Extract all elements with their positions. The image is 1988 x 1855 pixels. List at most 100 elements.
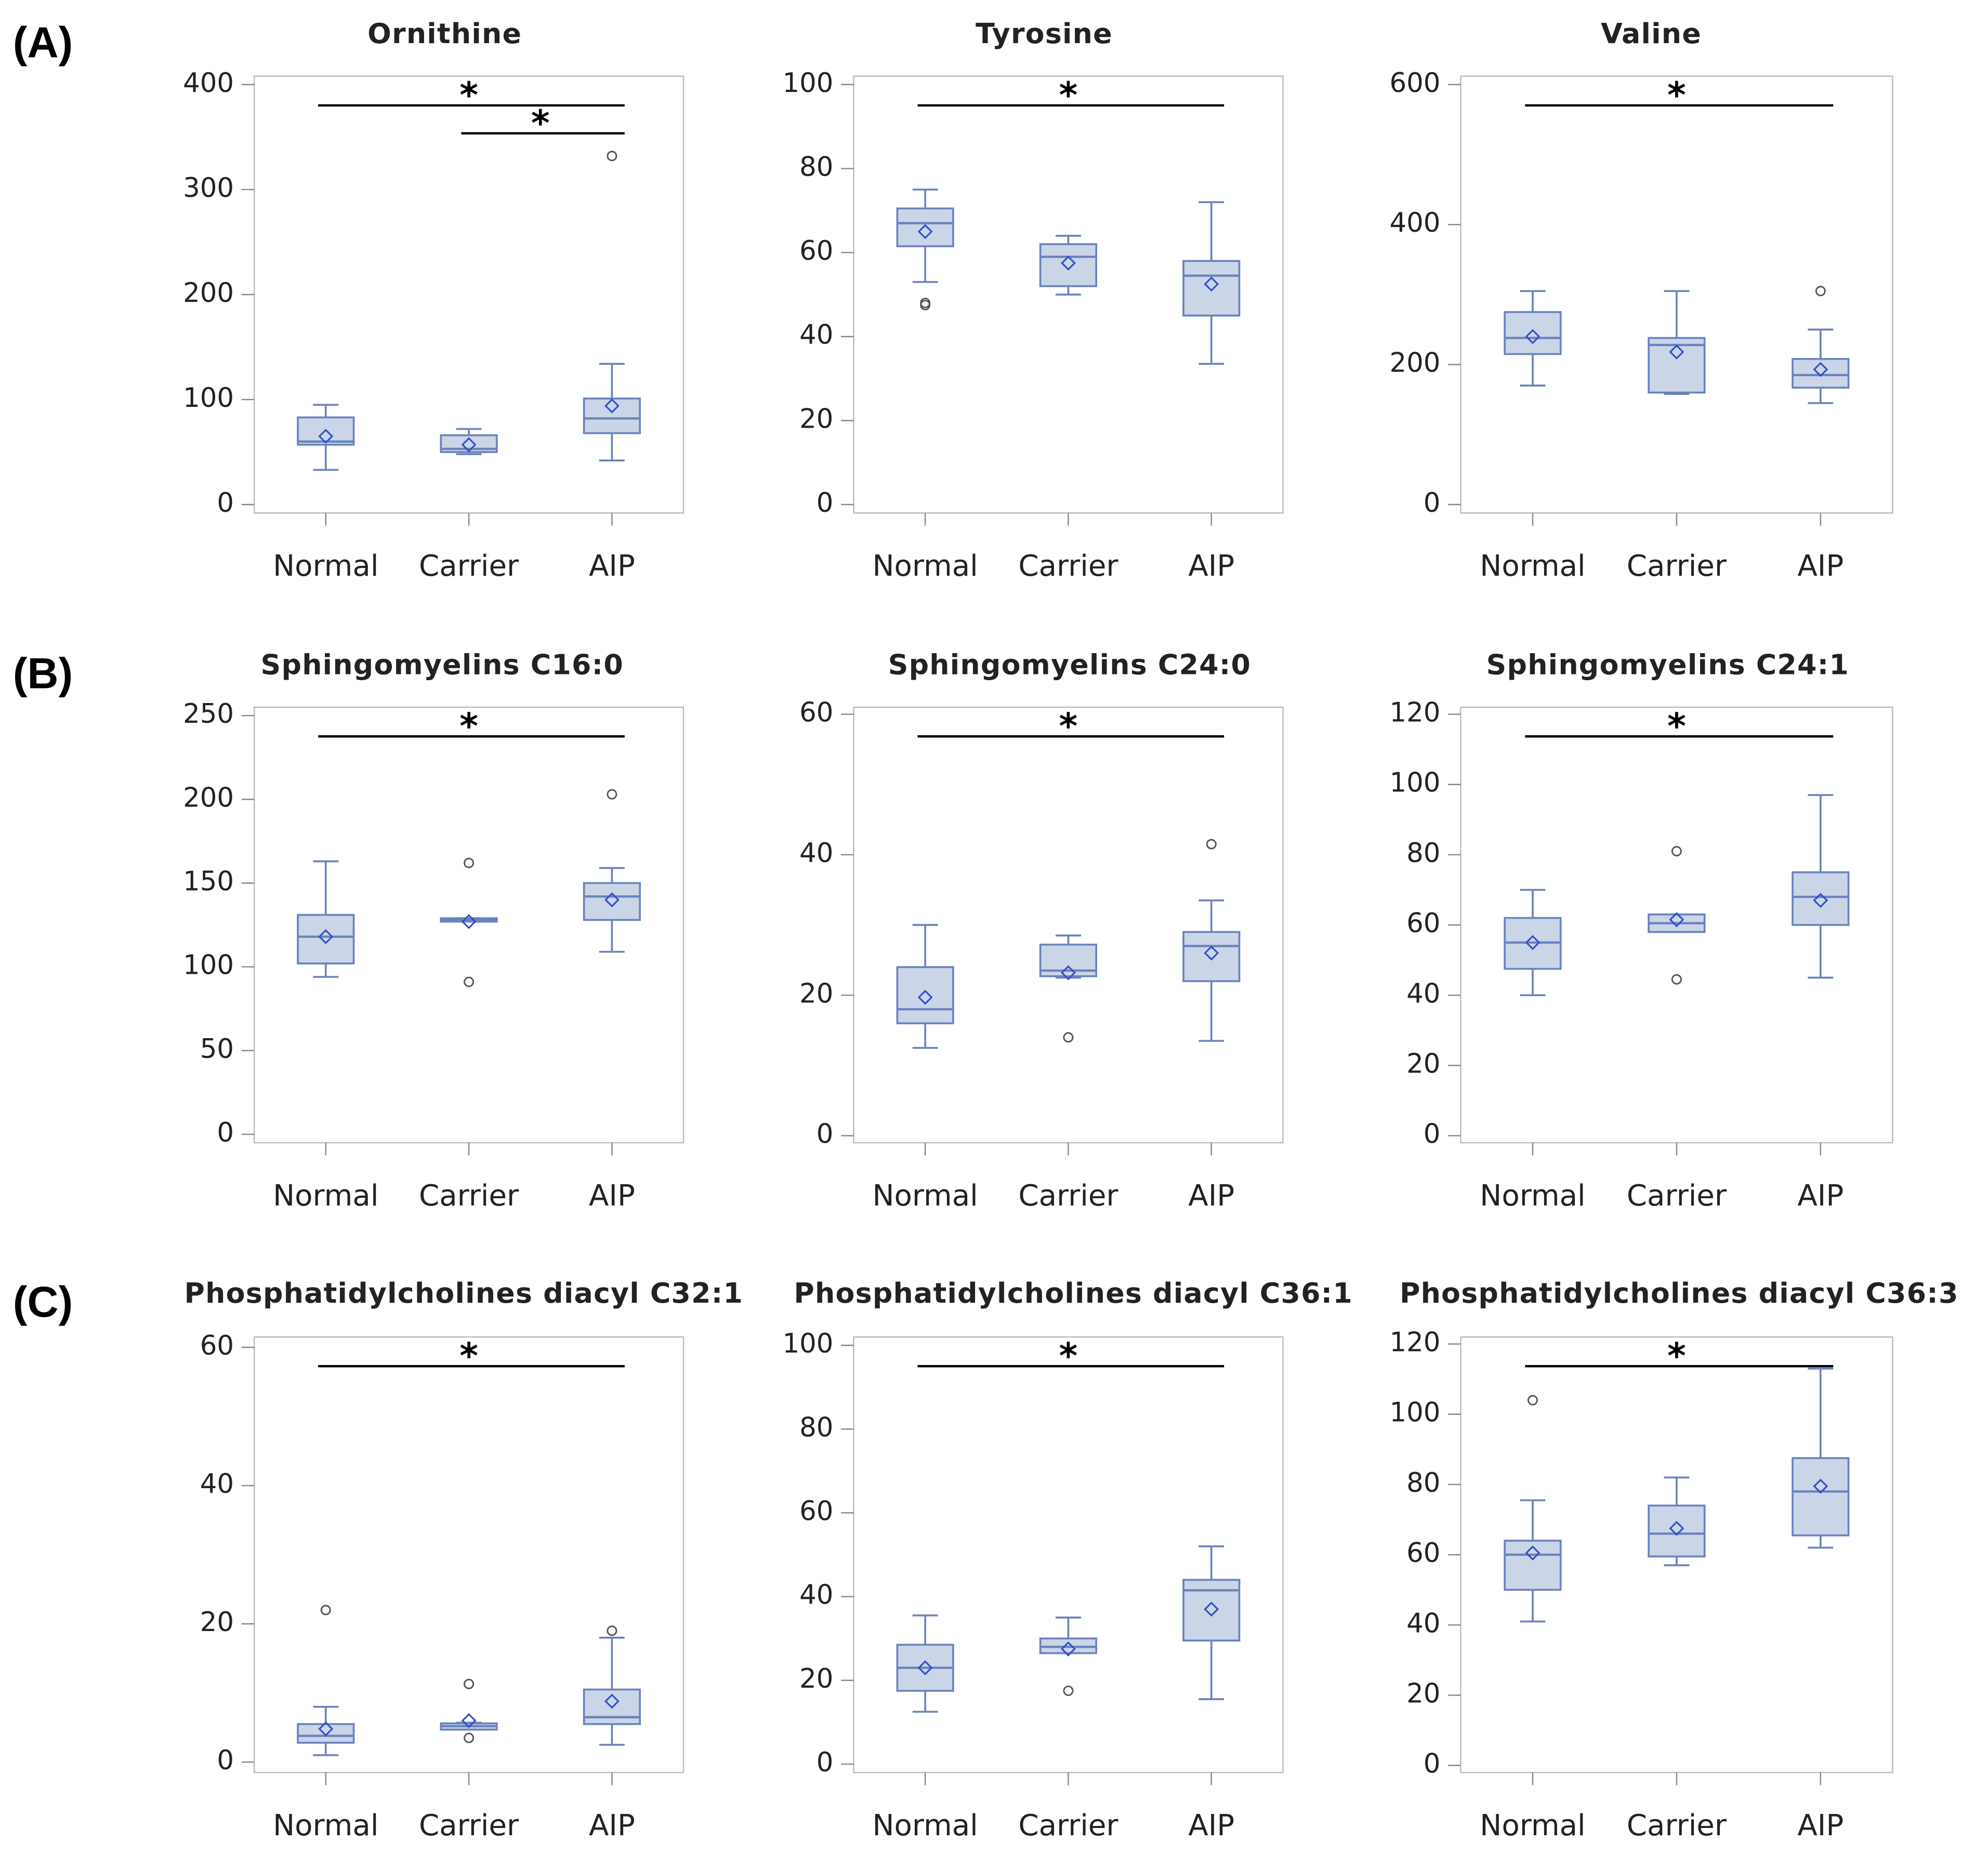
y-tick-label: 600 bbox=[1389, 68, 1440, 99]
significance-label: * bbox=[1059, 75, 1078, 116]
mean-marker bbox=[1204, 276, 1219, 292]
y-tick-label: 40 bbox=[799, 1580, 833, 1611]
x-tick-label: AIP bbox=[1797, 1179, 1844, 1213]
mean-marker bbox=[604, 1693, 620, 1709]
outlier bbox=[920, 298, 931, 309]
x-tick-label: AIP bbox=[1188, 549, 1234, 583]
x-tick-label: Carrier bbox=[1627, 1179, 1727, 1213]
x-tick-label: Carrier bbox=[1627, 1809, 1727, 1843]
x-tick-label: Normal bbox=[872, 1809, 978, 1843]
mean-marker bbox=[917, 989, 933, 1005]
significance-label: * bbox=[1059, 1336, 1078, 1377]
x-tick-label: Normal bbox=[872, 549, 978, 583]
y-tick-label: 40 bbox=[200, 1468, 234, 1500]
y-tick-label: 250 bbox=[183, 698, 234, 730]
y-tick-label: 60 bbox=[799, 1496, 833, 1527]
outlier bbox=[1671, 846, 1682, 857]
box bbox=[1182, 931, 1241, 983]
y-tick-label: 400 bbox=[1389, 207, 1440, 239]
box bbox=[297, 1723, 355, 1744]
x-tick-label: AIP bbox=[1797, 549, 1844, 583]
y-tick-label: 0 bbox=[817, 1119, 834, 1150]
mean-marker bbox=[461, 437, 477, 453]
box bbox=[1182, 1579, 1241, 1642]
x-tick-label: Normal bbox=[1480, 1179, 1585, 1213]
y-tick-label: 0 bbox=[217, 1745, 234, 1776]
y-tick-label: 200 bbox=[183, 277, 234, 309]
y-tick-label: 80 bbox=[799, 151, 833, 182]
y-tick-label: 120 bbox=[1389, 697, 1440, 728]
outlier bbox=[607, 1625, 617, 1636]
outlier bbox=[464, 1732, 475, 1743]
mean-marker bbox=[1204, 1601, 1219, 1617]
outlier bbox=[1815, 286, 1826, 297]
mean-marker bbox=[917, 1660, 933, 1676]
mean-marker bbox=[1525, 1545, 1541, 1561]
box bbox=[1504, 311, 1562, 355]
chart-title: Tyrosine bbox=[976, 17, 1113, 50]
chart-title: Sphingomyelins C24:1 bbox=[1486, 648, 1849, 681]
y-tick-label: 0 bbox=[1424, 1748, 1441, 1780]
significance-label: * bbox=[459, 1336, 478, 1377]
y-tick-label: 60 bbox=[1406, 908, 1440, 939]
significance-label: * bbox=[531, 103, 550, 144]
significance-label: * bbox=[1059, 706, 1078, 747]
mean-marker bbox=[1813, 893, 1828, 908]
box bbox=[297, 913, 355, 965]
mean-marker bbox=[1813, 362, 1828, 377]
significance-label: * bbox=[459, 75, 478, 116]
x-tick-label: Normal bbox=[273, 1179, 378, 1213]
y-tick-label: 20 bbox=[1406, 1048, 1440, 1079]
y-tick-label: 0 bbox=[817, 1747, 834, 1778]
outlier bbox=[1063, 1686, 1074, 1697]
x-tick-label: AIP bbox=[1188, 1809, 1234, 1843]
y-tick-label: 80 bbox=[1406, 1467, 1440, 1499]
outlier bbox=[607, 151, 617, 162]
x-tick-label: Normal bbox=[872, 1179, 978, 1213]
plot-frame bbox=[853, 1336, 1284, 1773]
outlier bbox=[1527, 1395, 1538, 1406]
chart-title: Ornithine bbox=[367, 17, 522, 50]
y-tick-label: 0 bbox=[217, 1117, 234, 1148]
mean-marker bbox=[318, 929, 334, 945]
mean-marker bbox=[1525, 329, 1541, 344]
chart-title: Sphingomyelins C16:0 bbox=[261, 648, 624, 681]
y-tick-label: 60 bbox=[799, 235, 833, 267]
y-tick-label: 80 bbox=[1406, 838, 1440, 869]
x-tick-label: Carrier bbox=[419, 549, 519, 583]
significance-label: * bbox=[1667, 75, 1686, 116]
y-tick-label: 40 bbox=[1406, 1608, 1440, 1639]
x-tick-label: AIP bbox=[1797, 1809, 1844, 1843]
y-tick-label: 0 bbox=[217, 487, 234, 519]
significance-label: * bbox=[459, 706, 478, 747]
box bbox=[1648, 337, 1706, 394]
y-tick-label: 40 bbox=[799, 320, 833, 351]
outlier bbox=[1671, 974, 1682, 985]
outlier bbox=[1063, 1032, 1074, 1043]
x-tick-label: AIP bbox=[589, 549, 635, 583]
y-tick-label: 120 bbox=[1389, 1327, 1440, 1358]
significance-label: * bbox=[1667, 706, 1686, 747]
chart-title: Phosphatidylcholines diacyl C36:1 bbox=[794, 1277, 1353, 1309]
y-tick-label: 100 bbox=[1389, 767, 1440, 799]
box bbox=[1792, 357, 1850, 389]
mean-marker bbox=[604, 398, 620, 414]
mean-marker bbox=[1060, 1641, 1076, 1657]
panel-label: (C) bbox=[13, 1278, 73, 1326]
outlier bbox=[464, 976, 475, 987]
y-tick-label: 60 bbox=[799, 697, 833, 728]
y-tick-label: 20 bbox=[799, 978, 833, 1009]
outlier bbox=[464, 857, 475, 868]
y-tick-label: 100 bbox=[183, 950, 234, 981]
panel-label: (A) bbox=[13, 18, 73, 67]
box bbox=[1039, 243, 1098, 287]
mean-marker bbox=[604, 892, 620, 908]
y-tick-label: 150 bbox=[183, 866, 234, 897]
box bbox=[583, 398, 641, 434]
x-tick-label: Carrier bbox=[1018, 1809, 1118, 1843]
mean-marker bbox=[1669, 912, 1684, 928]
mean-marker bbox=[1060, 965, 1076, 981]
y-tick-label: 40 bbox=[1406, 978, 1440, 1009]
